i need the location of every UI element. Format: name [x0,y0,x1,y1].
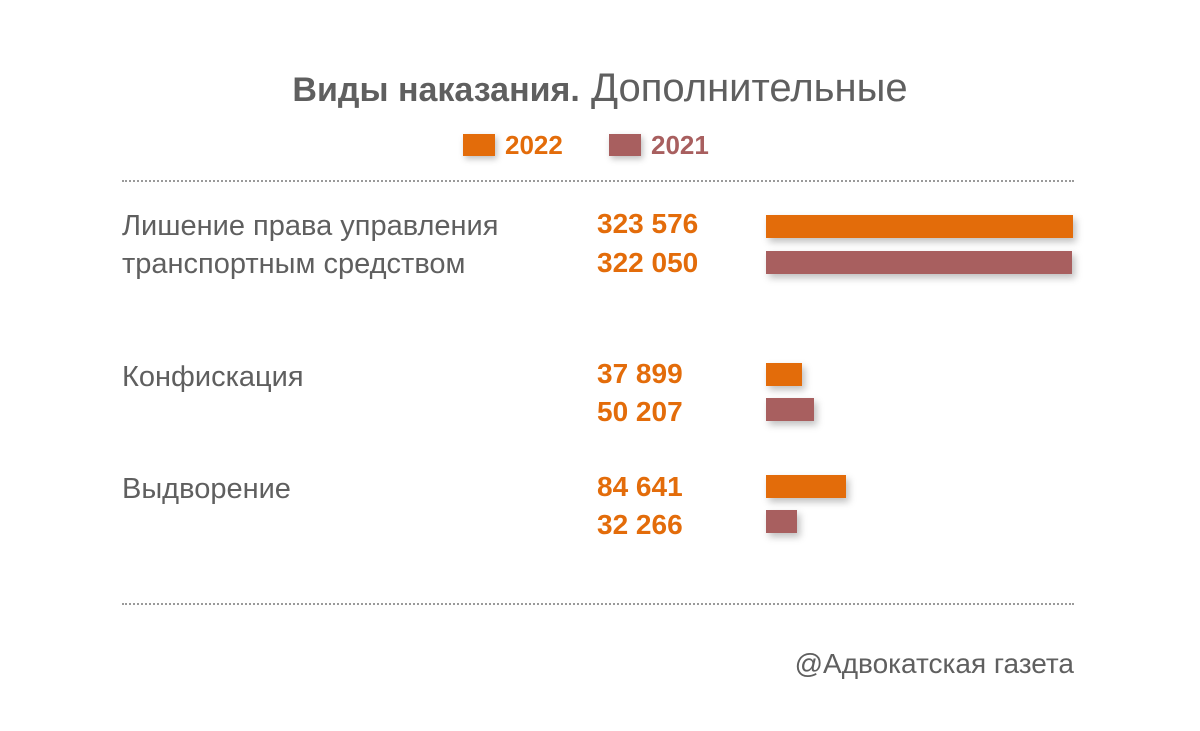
category-label-expulsion: Выдворение [122,473,291,505]
legend-item-2022: 2022 [463,128,563,162]
category-label-confiscation: Конфискация [122,361,304,393]
source-credit: @Адвокатская газета [794,648,1074,679]
legend-label-2022: 2022 [505,129,563,160]
bar-license-2022 [766,215,1073,238]
value-label-confiscation-2022: 37 899 [597,358,683,389]
value-label-expulsion-2022: 84 641 [597,471,683,502]
bottom-divider [122,603,1074,605]
bar-expulsion-2021 [766,510,797,533]
category-label-license: Лишение права управления транспортным ср… [122,210,499,280]
bar-license-2021 [766,251,1072,274]
value-label-license-2021: 322 050 [597,247,699,278]
legend-swatch-2021 [609,134,641,156]
title-bold: Виды наказания. [292,71,580,109]
top-divider [122,180,1074,182]
legend-label-2021: 2021 [651,129,709,160]
value-label-license-2022: 323 576 [597,208,699,239]
bar-expulsion-2022 [766,475,846,498]
legend-swatch-2022 [463,134,495,156]
legend-item-2021: 2021 [609,128,709,162]
bar-confiscation-2021 [766,398,814,421]
chart-title: Виды наказания. Дополнительные [0,62,1200,116]
value-label-expulsion-2021: 32 266 [597,509,683,540]
value-label-confiscation-2021: 50 207 [597,396,683,427]
title-light: Дополнительные [590,66,908,110]
bar-confiscation-2022 [766,363,802,386]
